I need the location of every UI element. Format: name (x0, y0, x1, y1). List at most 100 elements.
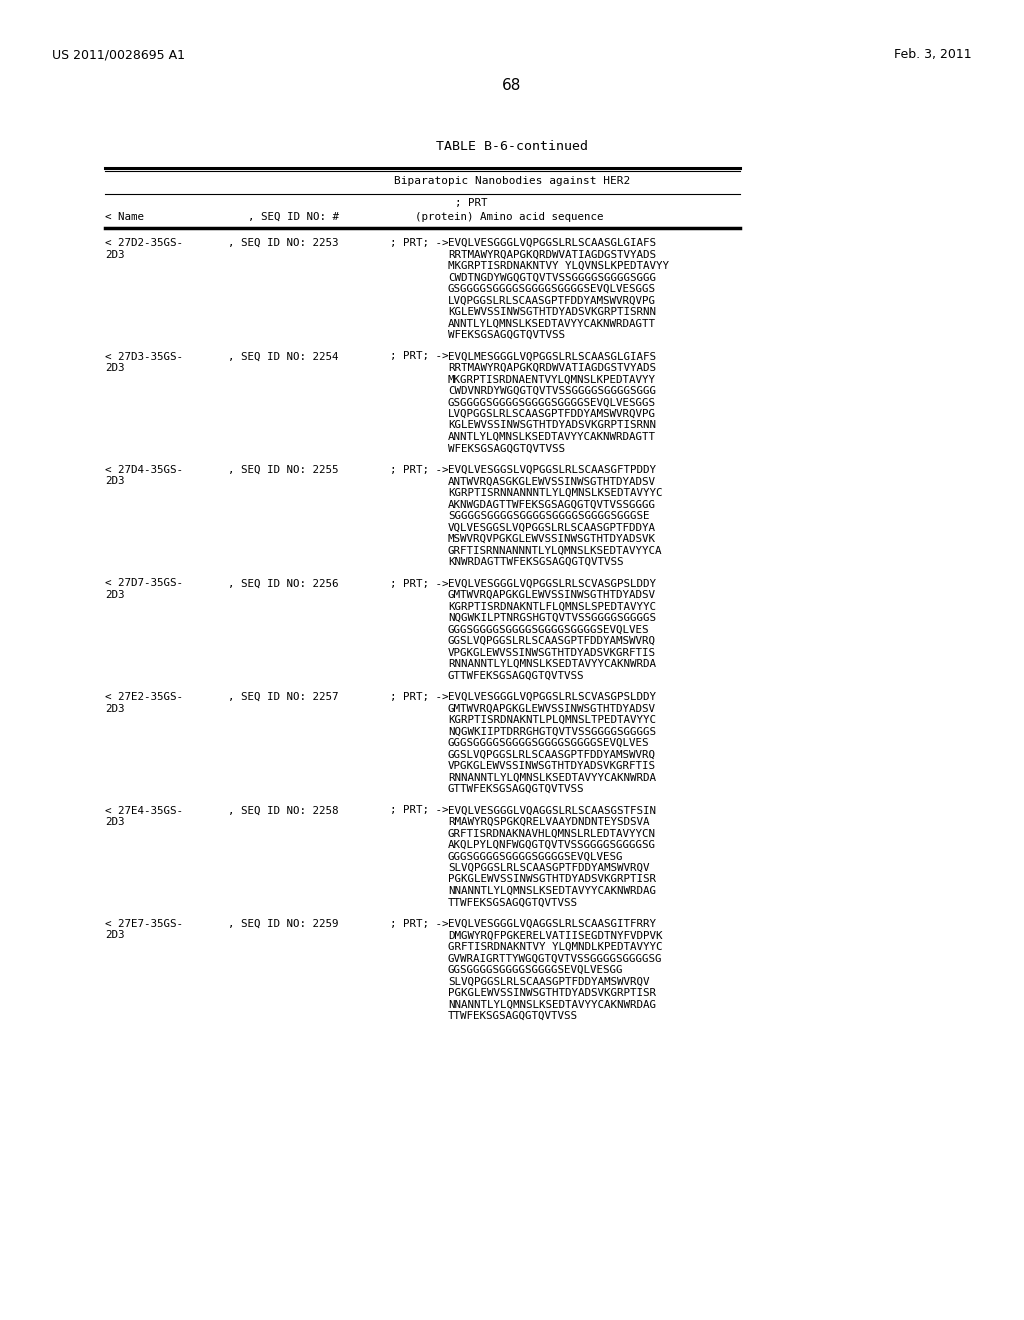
Text: WFEKSGSAGQGTQVTVSS: WFEKSGSAGQGTQVTVSS (449, 444, 565, 454)
Text: EVQLVESGGGLVQPGGSLRLSCAASGLGIAFS: EVQLVESGGGLVQPGGSLRLSCAASGLGIAFS (449, 238, 656, 248)
Text: 2D3: 2D3 (105, 363, 125, 374)
Text: EVQLVESGGGLVQPGGSLRLSCVASGPSLDDY: EVQLVESGGGLVQPGGSLRLSCVASGPSLDDY (449, 578, 656, 589)
Text: < Name: < Name (105, 213, 144, 222)
Text: ; PRT; ->: ; PRT; -> (390, 465, 449, 475)
Text: AKQLPYLQNFWGQGTQVTVSSGGGGSGGGGSG: AKQLPYLQNFWGQGTQVTVSSGGGGSGGGGSG (449, 840, 656, 850)
Text: GMTWVRQAPGKGLEWVSSINWSGTHTDYADSV: GMTWVRQAPGKGLEWVSSINWSGTHTDYADSV (449, 704, 656, 714)
Text: GVWRAIGRTTYWGQGTQVTVSSGGGGSGGGGSG: GVWRAIGRTTYWGQGTQVTVSSGGGGSGGGGSG (449, 953, 663, 964)
Text: , SEQ ID NO: 2255: , SEQ ID NO: 2255 (228, 465, 339, 475)
Text: 2D3: 2D3 (105, 704, 125, 714)
Text: GGSGGGGSGGGGSGGGGSEVQLVESGG: GGSGGGGSGGGGSGGGGSEVQLVESGG (449, 965, 624, 975)
Text: GGGSGGGGSGGGGSGGGGSGGGGSEVQLVES: GGGSGGGGSGGGGSGGGGSGGGGSEVQLVES (449, 624, 649, 635)
Text: ANTWVRQASGKGLEWVSSINWSGTHTDYADSV: ANTWVRQASGKGLEWVSSINWSGTHTDYADSV (449, 477, 656, 487)
Text: TTWFEKSGSAGQGTQVTVSS: TTWFEKSGSAGQGTQVTVSS (449, 1011, 578, 1020)
Text: SLVQPGGSLRLSCAASGPTFDDYAMSWVRQV: SLVQPGGSLRLSCAASGPTFDDYAMSWVRQV (449, 977, 649, 986)
Text: 2D3: 2D3 (105, 249, 125, 260)
Text: , SEQ ID NO: 2256: , SEQ ID NO: 2256 (228, 578, 339, 589)
Text: DMGWYRQFPGKERELVATIISEGDTNYFVDPVK: DMGWYRQFPGKERELVATIISEGDTNYFVDPVK (449, 931, 663, 940)
Text: SLVQPGGSLRLSCAASGPTFDDYAMSWVRQV: SLVQPGGSLRLSCAASGPTFDDYAMSWVRQV (449, 863, 649, 873)
Text: EVQLVESGGSLVQPGGSLRLSCAASGFTPDDY: EVQLVESGGSLVQPGGSLRLSCAASGFTPDDY (449, 465, 656, 475)
Text: CWDTNGDYWGQGTQVTVSSGGGGSGGGGSGGG: CWDTNGDYWGQGTQVTVSSGGGGSGGGGSGGG (449, 272, 656, 282)
Text: ; PRT; ->: ; PRT; -> (390, 919, 449, 929)
Text: PGKGLEWVSSINWSGTHTDYADSVKGRPTISR: PGKGLEWVSSINWSGTHTDYADSVKGRPTISR (449, 987, 656, 998)
Text: US 2011/0028695 A1: US 2011/0028695 A1 (52, 48, 185, 61)
Text: < 27D7-35GS-: < 27D7-35GS- (105, 578, 183, 589)
Text: ; PRT; ->: ; PRT; -> (390, 351, 449, 362)
Text: ; PRT; ->: ; PRT; -> (390, 805, 449, 816)
Text: GRFTISRDNAKNTVY YLQMNDLKPEDTAVYYC: GRFTISRDNAKNTVY YLQMNDLKPEDTAVYYC (449, 942, 663, 952)
Text: Biparatopic Nanobodies against HER2: Biparatopic Nanobodies against HER2 (394, 176, 630, 186)
Text: RRTMAWYRQAPGKQRDWVATIAGDGSTVYADS: RRTMAWYRQAPGKQRDWVATIAGDGSTVYADS (449, 249, 656, 260)
Text: 2D3: 2D3 (105, 590, 125, 601)
Text: 2D3: 2D3 (105, 817, 125, 828)
Text: GSGGGGSGGGGSGGGGSGGGGSEVQLVESGGS: GSGGGGSGGGGSGGGGSGGGGSEVQLVESGGS (449, 397, 656, 408)
Text: EVQLVESGGGLVQAGGSLRLSCAASGSTFSIN: EVQLVESGGGLVQAGGSLRLSCAASGSTFSIN (449, 805, 656, 816)
Text: , SEQ ID NO: 2259: , SEQ ID NO: 2259 (228, 919, 339, 929)
Text: KGLEWVSSINWSGTHTDYADSVKGRPTISRNN: KGLEWVSSINWSGTHTDYADSVKGRPTISRNN (449, 308, 656, 317)
Text: CWDVNRDYWGQGTQVTVSSGGGGSGGGGSGGG: CWDVNRDYWGQGTQVTVSSGGGGSGGGGSGGG (449, 385, 656, 396)
Text: KGLEWVSSINWSGTHTDYADSVKGRPTISRNN: KGLEWVSSINWSGTHTDYADSVKGRPTISRNN (449, 421, 656, 430)
Text: VPGKGLEWVSSINWSGTHTDYADSVKGRFTIS: VPGKGLEWVSSINWSGTHTDYADSVKGRFTIS (449, 648, 656, 657)
Text: , SEQ ID NO: 2253: , SEQ ID NO: 2253 (228, 238, 339, 248)
Text: < 27E4-35GS-: < 27E4-35GS- (105, 805, 183, 816)
Text: Feb. 3, 2011: Feb. 3, 2011 (894, 48, 972, 61)
Text: (protein) Amino acid sequence: (protein) Amino acid sequence (415, 213, 603, 222)
Text: MKGRPTISRDNAENTVYLQMNSLKPEDTAVYY: MKGRPTISRDNAENTVYLQMNSLKPEDTAVYY (449, 375, 656, 384)
Text: GTTWFEKSGSAGQGTQVTVSS: GTTWFEKSGSAGQGTQVTVSS (449, 784, 585, 795)
Text: NQGWKILPTNRGSHGTQVTVSSGGGGSGGGGS: NQGWKILPTNRGSHGTQVTVSSGGGGSGGGGS (449, 612, 656, 623)
Text: GSGGGGSGGGGSGGGGSGGGGSEVQLVESGGS: GSGGGGSGGGGSGGGGSGGGGSEVQLVESGGS (449, 284, 656, 294)
Text: VPGKGLEWVSSINWSGTHTDYADSVKGRFTIS: VPGKGLEWVSSINWSGTHTDYADSVKGRFTIS (449, 762, 656, 771)
Text: AKNWGDAGTTWFEKSGSAGQGTQVTVSSGGGG: AKNWGDAGTTWFEKSGSAGQGTQVTVSSGGGG (449, 499, 656, 510)
Text: , SEQ ID NO: #: , SEQ ID NO: # (248, 213, 339, 222)
Text: KGRPTISRDNAKNTLFLQMNSLSPEDTAVYYC: KGRPTISRDNAKNTLFLQMNSLSPEDTAVYYC (449, 602, 656, 611)
Text: , SEQ ID NO: 2258: , SEQ ID NO: 2258 (228, 805, 339, 816)
Text: < 27E2-35GS-: < 27E2-35GS- (105, 692, 183, 702)
Text: GGGSGGGGSGGGGSGGGGSEVQLVESG: GGGSGGGGSGGGGSGGGGSEVQLVESG (449, 851, 624, 862)
Text: TABLE B-6-continued: TABLE B-6-continued (436, 140, 588, 153)
Text: 2D3: 2D3 (105, 931, 125, 940)
Text: TTWFEKSGSAGQGTQVTVSS: TTWFEKSGSAGQGTQVTVSS (449, 898, 578, 908)
Text: , SEQ ID NO: 2257: , SEQ ID NO: 2257 (228, 692, 339, 702)
Text: KGRPTISRNNANNNTLYLQMNSLKSEDTAVYYC: KGRPTISRNNANNNTLYLQMNSLKSEDTAVYYC (449, 488, 663, 498)
Text: , SEQ ID NO: 2254: , SEQ ID NO: 2254 (228, 351, 339, 362)
Text: MKGRPTISRDNAKNTVY YLQVNSLKPEDTAVYY: MKGRPTISRDNAKNTVY YLQVNSLKPEDTAVYY (449, 261, 669, 271)
Text: NNANNTLYLQMNSLKSEDTAVYYCAKNWRDAG: NNANNTLYLQMNSLKSEDTAVYYCAKNWRDAG (449, 886, 656, 896)
Text: MSWVRQVPGKGLEWVSSINWSGTHTDYADSVK: MSWVRQVPGKGLEWVSSINWSGTHTDYADSVK (449, 535, 656, 544)
Text: KNWRDAGTTWFEKSGSAGQGTQVTVSS: KNWRDAGTTWFEKSGSAGQGTQVTVSS (449, 557, 624, 568)
Text: EVQLMESGGGLVQPGGSLRLSCAASGLGIAFS: EVQLMESGGGLVQPGGSLRLSCAASGLGIAFS (449, 351, 656, 362)
Text: KGRPTISRDNAKNTLPLQMNSLTPEDTAVYYC: KGRPTISRDNAKNTLPLQMNSLTPEDTAVYYC (449, 715, 656, 725)
Text: RMAWYRQSPGKQRELVAAYDNDNTEYSDSVА: RMAWYRQSPGKQRELVAAYDNDNTEYSDSVА (449, 817, 649, 828)
Text: GGSLVQPGGSLRLSCAASGPTFDDYAMSWVRQ: GGSLVQPGGSLRLSCAASGPTFDDYAMSWVRQ (449, 750, 656, 759)
Text: LVQPGGSLRLSCAASGPTFDDYAMSWVRQVPG: LVQPGGSLRLSCAASGPTFDDYAMSWVRQVPG (449, 296, 656, 305)
Text: GRFTISRDNAKNAVHLQMNSLRLEDTAVYYCN: GRFTISRDNAKNAVHLQMNSLRLEDTAVYYCN (449, 829, 656, 838)
Text: GRFTISRNNANNNTLYLQMNSLKSEDTAVYYCA: GRFTISRNNANNNTLYLQMNSLKSEDTAVYYCA (449, 545, 663, 556)
Text: ANNTLYLQMNSLKSEDTAVYYCAKNWRDAGTT: ANNTLYLQMNSLKSEDTAVYYCAKNWRDAGTT (449, 432, 656, 442)
Text: ; PRT; ->: ; PRT; -> (390, 238, 449, 248)
Text: WFEKSGSAGQGTQVTVSS: WFEKSGSAGQGTQVTVSS (449, 330, 565, 341)
Text: ; PRT; ->: ; PRT; -> (390, 578, 449, 589)
Text: SGGGGSGGGGSGGGGSGGGGSGGGGSGGGSE: SGGGGSGGGGSGGGGSGGGGSGGGGSGGGSE (449, 511, 649, 521)
Text: EVQLVESGGGLVQAGGSLRLSCAASGITFRRY: EVQLVESGGGLVQAGGSLRLSCAASGITFRRY (449, 919, 656, 929)
Text: LVQPGGSLRLSCAASGPTFDDYAMSWVRQVPG: LVQPGGSLRLSCAASGPTFDDYAMSWVRQVPG (449, 409, 656, 418)
Text: ; PRT; ->: ; PRT; -> (390, 692, 449, 702)
Text: GGGSGGGGSGGGGSGGGGSGGGGSEVQLVES: GGGSGGGGSGGGGSGGGGSGGGGSEVQLVES (449, 738, 649, 748)
Text: ANNTLYLQMNSLKSEDTAVYYCAKNWRDAGTT: ANNTLYLQMNSLKSEDTAVYYCAKNWRDAGTT (449, 318, 656, 329)
Text: < 27E7-35GS-: < 27E7-35GS- (105, 919, 183, 929)
Text: NNANNTLYLQMNSLKSEDTAVYYCAKNWRDAG: NNANNTLYLQMNSLKSEDTAVYYCAKNWRDAG (449, 999, 656, 1010)
Text: < 27D2-35GS-: < 27D2-35GS- (105, 238, 183, 248)
Text: < 27D4-35GS-: < 27D4-35GS- (105, 465, 183, 475)
Text: GGSLVQPGGSLRLSCAASGPTFDDYAMSWVRQ: GGSLVQPGGSLRLSCAASGPTFDDYAMSWVRQ (449, 636, 656, 645)
Text: VQLVESGGSLVQPGGSLRLSCAASGPTFDDYA: VQLVESGGSLVQPGGSLRLSCAASGPTFDDYA (449, 523, 656, 532)
Text: ; PRT: ; PRT (455, 198, 487, 209)
Text: GTTWFEKSGSAGQGTQVTVSS: GTTWFEKSGSAGQGTQVTVSS (449, 671, 585, 681)
Text: RNNANNTLYLQMNSLKSEDTAVYYCAKNWRDA: RNNANNTLYLQMNSLKSEDTAVYYCAKNWRDA (449, 659, 656, 669)
Text: NQGWKIIPTDRRGHGTQVTVSSGGGGSGGGGS: NQGWKIIPTDRRGHGTQVTVSSGGGGSGGGGS (449, 726, 656, 737)
Text: < 27D3-35GS-: < 27D3-35GS- (105, 351, 183, 362)
Text: 2D3: 2D3 (105, 477, 125, 487)
Text: GMTWVRQAPGKGLEWVSSINWSGTHTDYADSV: GMTWVRQAPGKGLEWVSSINWSGTHTDYADSV (449, 590, 656, 601)
Text: EVQLVESGGGLVQPGGSLRLSCVASGPSLDDY: EVQLVESGGGLVQPGGSLRLSCVASGPSLDDY (449, 692, 656, 702)
Text: PGKGLEWVSSINWSGTHTDYADSVKGRPTISR: PGKGLEWVSSINWSGTHTDYADSVKGRPTISR (449, 874, 656, 884)
Text: 68: 68 (503, 78, 521, 92)
Text: RNNANNTLYLQMNSLKSEDTAVYYCAKNWRDA: RNNANNTLYLQMNSLKSEDTAVYYCAKNWRDA (449, 772, 656, 783)
Text: RRTMAWYRQAPGKQRDWVATIAGDGSTVYADS: RRTMAWYRQAPGKQRDWVATIAGDGSTVYADS (449, 363, 656, 374)
